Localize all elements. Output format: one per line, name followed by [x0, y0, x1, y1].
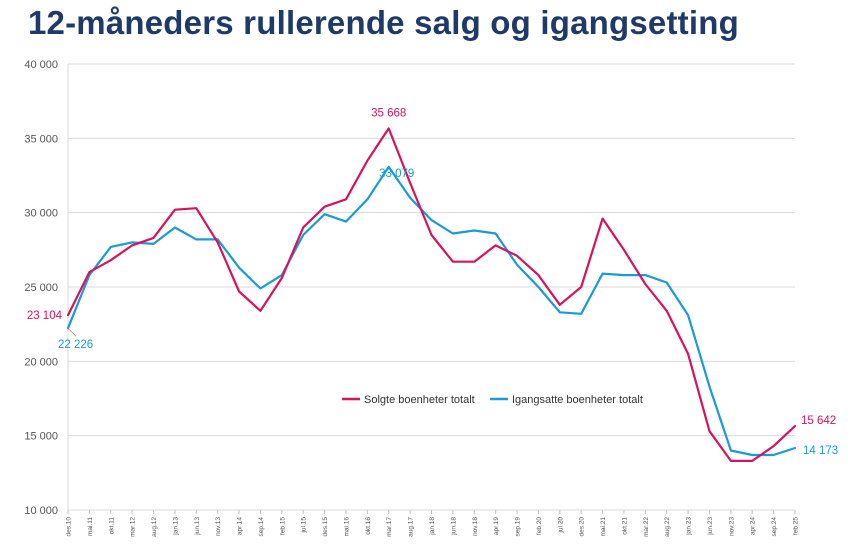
x-tick-label: jun.18: [450, 517, 457, 536]
page-title: 12-måneders rullerende salg og igangsett…: [28, 4, 739, 41]
y-tick-label: 25 000: [24, 282, 58, 294]
x-tick-label: mai.11: [87, 517, 94, 536]
x-tick-label: okt.11: [108, 517, 115, 535]
data-label: 35 668: [371, 107, 406, 119]
chart-legend: Solgte boenheter totalt Igangsatte boenhe…: [342, 394, 643, 406]
x-tick-label: nov.13: [215, 517, 222, 536]
x-tick-label: feb.20: [536, 517, 543, 535]
x-tick-label: des.15: [322, 517, 329, 537]
y-tick-label: 35 000: [24, 133, 58, 145]
x-tick-label: jan.18: [429, 517, 436, 536]
x-tick-label: aug.17: [408, 517, 415, 537]
data-label: 22 226: [58, 339, 93, 351]
x-tick-label: jan.13: [172, 517, 179, 536]
x-tick-label: des.20: [579, 517, 586, 537]
legend-label: Igangsatte boenheter totalt: [512, 394, 643, 406]
x-tick-label: aug.12: [151, 517, 158, 537]
x-tick-label: mai.21: [600, 517, 607, 537]
x-tick-label: nov.18: [472, 517, 479, 536]
x-tick-label: mar.17: [386, 517, 393, 537]
legend-label: Solgte boenheter totalt: [364, 394, 475, 406]
series-line-solgte: [66, 127, 797, 462]
series-line-igangsatte: [66, 165, 797, 457]
label-leader: [67, 327, 77, 337]
y-tick-label: 30 000: [24, 208, 58, 220]
data-label: 14 173: [803, 445, 838, 457]
x-tick-label: des.10: [66, 517, 73, 537]
x-tick-label: aug.22: [664, 517, 671, 537]
x-tick-label: mar.12: [130, 517, 137, 537]
x-tick-label: feb.25: [793, 517, 800, 535]
y-tick-label: 20 000: [24, 356, 58, 368]
x-tick-label: jun.23: [707, 517, 714, 536]
x-tick-label: apr.24: [750, 517, 757, 535]
x-tick-label: feb.15: [279, 517, 286, 535]
x-tick-label: okt.16: [365, 517, 372, 535]
y-tick-label: 15 000: [24, 431, 58, 443]
series-lines: [66, 127, 797, 462]
x-tick-label: apr.19: [493, 517, 500, 535]
x-tick-label: okt.21: [621, 517, 628, 535]
data-label: 33 079: [379, 168, 414, 180]
x-tick-label: jul.15: [301, 517, 308, 534]
x-tick-label: jul.20: [557, 517, 564, 534]
x-tick-label: jun.13: [194, 517, 201, 536]
x-axis: des.10 mai.11 okt.11 mar.12 aug.12 jan.13 jun.…: [66, 510, 800, 537]
x-tick-label: sep.19: [515, 517, 522, 537]
x-tick-label: jan.23: [686, 517, 693, 536]
x-tick-label: sep.14: [258, 517, 265, 537]
chart-grid: [67, 63, 795, 511]
y-tick-label: 40 000: [24, 59, 58, 71]
x-tick-label: mar.22: [643, 517, 650, 537]
y-axis: 10 000 15 000 20 000 25 000 30 000 35 000 40 0…: [24, 59, 58, 517]
x-tick-label: apr.14: [237, 517, 244, 535]
x-tick-label: mai.16: [343, 517, 350, 537]
x-tick-label: nov.23: [728, 517, 735, 536]
y-tick-label: 10 000: [24, 505, 58, 517]
data-label: 15 642: [801, 415, 836, 427]
data-labels: 23 104 35 668 15 642 22 226 33 079 14 173: [27, 107, 838, 457]
x-tick-label: sep.24: [771, 517, 778, 537]
data-label: 23 104: [27, 310, 63, 322]
